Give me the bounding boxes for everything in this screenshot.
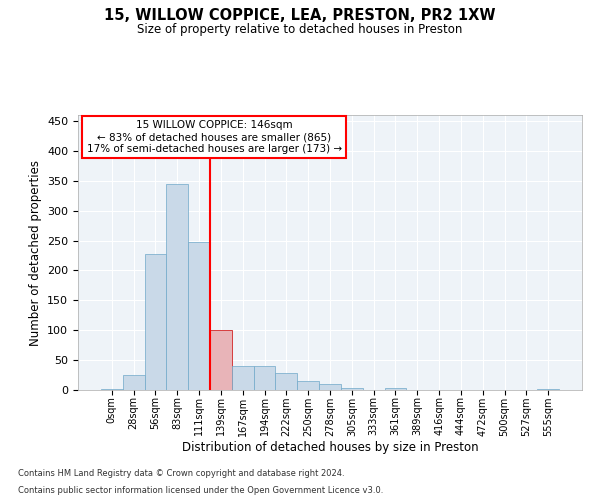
Text: 15, WILLOW COPPICE, LEA, PRESTON, PR2 1XW: 15, WILLOW COPPICE, LEA, PRESTON, PR2 1X…: [104, 8, 496, 22]
Bar: [297, 381, 319, 390]
Bar: [254, 366, 275, 390]
Bar: [319, 384, 341, 390]
Bar: [537, 389, 559, 390]
Text: Size of property relative to detached houses in Preston: Size of property relative to detached ho…: [137, 22, 463, 36]
Bar: [275, 374, 297, 390]
Bar: [210, 330, 232, 390]
Bar: [145, 254, 166, 390]
Bar: [232, 366, 254, 390]
Text: Contains public sector information licensed under the Open Government Licence v3: Contains public sector information licen…: [18, 486, 383, 495]
X-axis label: Distribution of detached houses by size in Preston: Distribution of detached houses by size …: [182, 442, 478, 454]
Bar: [123, 375, 145, 390]
Text: Contains HM Land Registry data © Crown copyright and database right 2024.: Contains HM Land Registry data © Crown c…: [18, 468, 344, 477]
Bar: [385, 388, 406, 390]
Text: 15 WILLOW COPPICE: 146sqm
← 83% of detached houses are smaller (865)
17% of semi: 15 WILLOW COPPICE: 146sqm ← 83% of detac…: [86, 120, 341, 154]
Bar: [188, 242, 210, 390]
Bar: [166, 184, 188, 390]
Bar: [341, 388, 363, 390]
Bar: [101, 389, 123, 390]
Y-axis label: Number of detached properties: Number of detached properties: [29, 160, 41, 346]
